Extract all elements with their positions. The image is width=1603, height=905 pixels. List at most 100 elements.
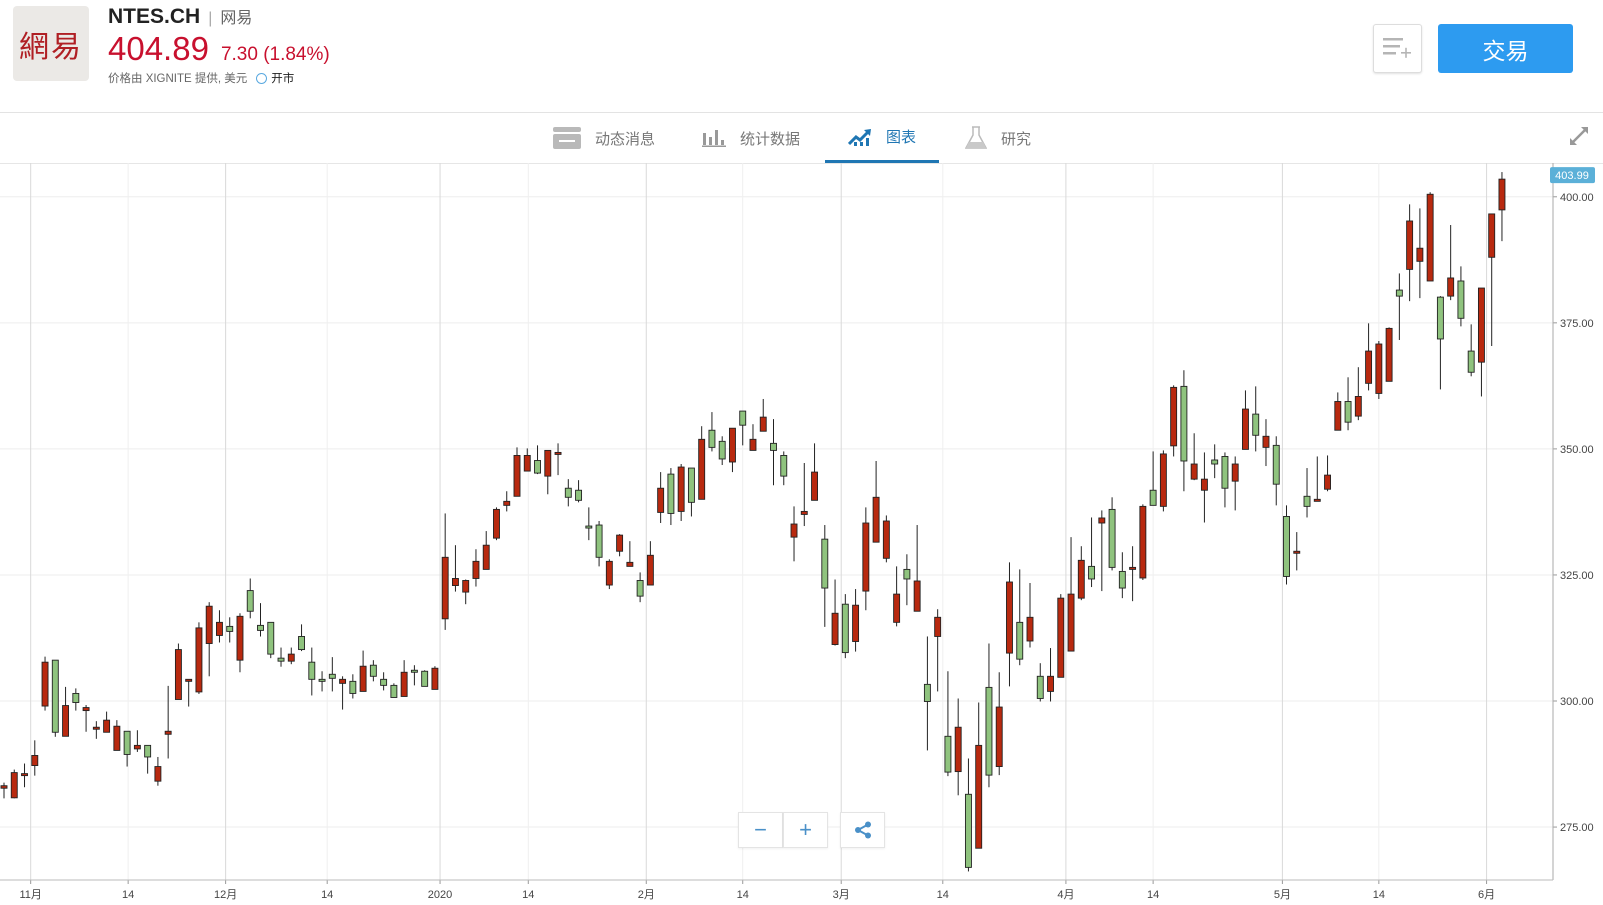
candle [657, 472, 665, 524]
share-button[interactable] [840, 812, 885, 848]
candle-body-up [544, 449, 552, 477]
candle [1057, 594, 1065, 678]
candle [472, 549, 480, 587]
candle-body-up [1159, 453, 1167, 507]
candle [759, 398, 767, 432]
candle [1036, 663, 1044, 702]
candle-body-up [554, 451, 562, 455]
candle-body-down [1180, 385, 1188, 462]
add-to-list-icon [1382, 38, 1411, 58]
candle-body-up [800, 510, 808, 515]
zoom-out-button[interactable]: − [738, 812, 783, 848]
candle [1077, 546, 1085, 601]
x-tick-label: 14 [937, 889, 949, 901]
y-tick-label: 375.00 [1560, 318, 1594, 330]
candle-body-up [1077, 559, 1085, 599]
candle [390, 683, 398, 698]
bar-stats-icon [702, 130, 726, 147]
company-logo: 網易 [13, 6, 89, 81]
flask-icon [965, 126, 987, 149]
candle [985, 643, 993, 788]
candle-body-down [708, 429, 716, 448]
candle-body-up [462, 580, 470, 593]
candle-body-up [1262, 435, 1270, 448]
candle-body-up [934, 616, 942, 637]
candle [1375, 340, 1383, 399]
candle [82, 705, 90, 732]
candle [1067, 537, 1075, 652]
x-tick-label: 6月 [1478, 889, 1495, 901]
candle-body-up [431, 667, 439, 690]
candle [862, 507, 870, 611]
candle [677, 464, 685, 521]
candle [51, 659, 59, 737]
candle-body-up [1242, 408, 1249, 450]
candle-body-up [1313, 498, 1321, 502]
tab-news[interactable]: 动态消息 [553, 113, 655, 163]
candle [882, 515, 890, 563]
candle-body-down [51, 659, 59, 733]
add-to-watchlist-button[interactable] [1373, 24, 1422, 73]
tab-statistics[interactable]: 统计数据 [702, 113, 800, 163]
candle [790, 506, 798, 562]
candle-body-up [205, 605, 213, 644]
tab-label: 动态消息 [595, 130, 656, 148]
candle [277, 647, 285, 667]
candle-body-up [1098, 517, 1106, 524]
candle-body-up [493, 508, 500, 539]
expand-button[interactable] [1568, 125, 1590, 152]
candle-body-up [677, 466, 685, 512]
tab-research[interactable]: 研究 [965, 113, 1031, 163]
candle-body-down [821, 538, 829, 589]
zoom-in-button[interactable]: + [783, 812, 828, 848]
candle [0, 782, 8, 799]
candle-body-down [1016, 621, 1024, 660]
candle-body-down [1303, 495, 1311, 507]
candle [174, 643, 182, 700]
tab-label: 统计数据 [740, 130, 801, 148]
candle [954, 698, 962, 796]
candle-body-up [1026, 616, 1034, 642]
candle-body-up [605, 560, 613, 586]
candle [205, 602, 213, 677]
tab-chart[interactable]: 图表 [825, 113, 939, 163]
candle [328, 657, 336, 692]
price-change: 7.30 (1.84%) [220, 44, 330, 65]
candle-body-down [1344, 401, 1352, 423]
trade-button[interactable]: 交易 [1438, 24, 1573, 73]
x-tick-label: 14 [1147, 889, 1159, 901]
candle [964, 758, 972, 872]
candle-body-up [913, 580, 921, 612]
candle [698, 426, 706, 500]
candle [41, 656, 49, 711]
x-tick-label: 14 [737, 889, 749, 901]
candle-body-up [1190, 463, 1198, 480]
candle [1334, 392, 1342, 431]
candle-body-down [534, 460, 541, 474]
candle [821, 525, 829, 627]
candle [1406, 204, 1414, 302]
candle-body-up [0, 785, 8, 789]
candle-body-up [698, 438, 706, 500]
candle [780, 451, 788, 486]
candle-body-down [1395, 289, 1403, 297]
candle [287, 647, 295, 665]
candle [195, 622, 203, 694]
candle [380, 672, 388, 691]
candle [513, 447, 521, 497]
candle [1365, 323, 1373, 391]
candle-body-up [103, 719, 111, 733]
candle [718, 436, 726, 466]
candle-body-down [226, 625, 234, 632]
candle [1149, 451, 1157, 506]
candle-body-down [985, 686, 993, 776]
candle-body-up [523, 454, 531, 472]
candle-body-up [359, 665, 367, 692]
candle-body-down [923, 683, 931, 702]
candle [72, 688, 80, 711]
candle [298, 624, 305, 652]
candle [1324, 455, 1331, 492]
candlestick-chart[interactable]: 400.00 375.00 350.00 325.00 300.00 275.00 11月 1… [0, 163, 1603, 905]
candle [349, 674, 357, 699]
x-tick-label: 14 [522, 889, 534, 901]
